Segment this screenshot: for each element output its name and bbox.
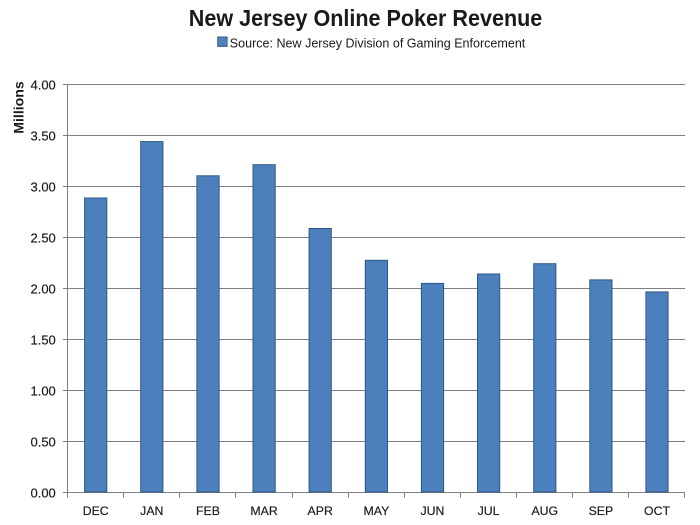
svg-text:1.50: 1.50 [30,332,55,347]
svg-text:3.00: 3.00 [30,179,55,194]
svg-text:APR: APR [308,504,333,518]
svg-text:3.50: 3.50 [30,128,55,143]
svg-text:Millions: Millions [10,81,26,134]
svg-text:DEC: DEC [83,504,109,518]
svg-text:0.50: 0.50 [30,434,55,449]
svg-text:2.00: 2.00 [30,281,55,296]
svg-text:MAR: MAR [250,504,277,518]
svg-text:2.50: 2.50 [30,230,55,245]
svg-text:OCT: OCT [644,504,670,518]
svg-text:FEB: FEB [196,504,220,518]
svg-text:JUN: JUN [421,504,445,518]
svg-text:Source: New Jersey Division of: Source: New Jersey Division of Gaming En… [230,35,526,50]
svg-text:1.00: 1.00 [30,383,55,398]
svg-text:AUG: AUG [531,504,558,518]
svg-text:4.00: 4.00 [30,77,55,92]
svg-text:New Jersey Online Poker Revenu: New Jersey Online Poker Revenue [189,5,543,31]
svg-text:JUL: JUL [478,504,500,518]
svg-text:0.00: 0.00 [30,485,55,500]
svg-text:JAN: JAN [140,504,163,518]
svg-text:MAY: MAY [364,504,390,518]
svg-text:SEP: SEP [589,504,614,518]
